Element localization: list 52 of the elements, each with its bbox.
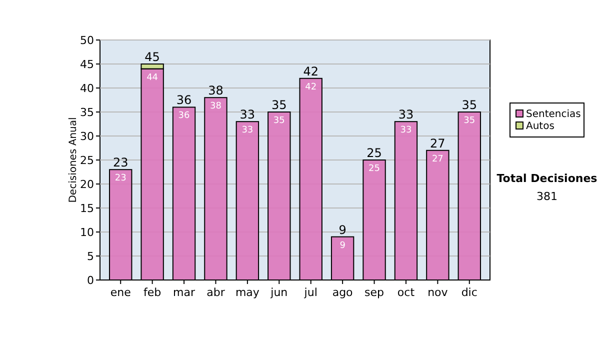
y-tick-label: 35 [80, 106, 94, 119]
data-label: 35 [273, 116, 285, 126]
y-tick-label: 0 [87, 274, 94, 287]
data-label: 35 [464, 116, 476, 126]
x-tick-label: sep [364, 286, 384, 299]
x-tick-label: jun [270, 286, 288, 299]
y-tick-label: 5 [87, 250, 94, 263]
legend-label: Sentencias [526, 109, 581, 120]
y-tick-label: 30 [80, 130, 94, 143]
text: Total Decisiones [496, 172, 598, 185]
y-axis-title: Decisiones Anual [68, 117, 79, 203]
x-tick-label: ago [332, 286, 354, 299]
data-label: 27 [432, 154, 444, 164]
data-label: 38 [210, 102, 222, 112]
x-tick-label: mar [173, 286, 196, 299]
x-tick-label: ene [110, 286, 132, 299]
x-tick-label: oct [397, 286, 416, 299]
total-label: 9 [338, 222, 346, 237]
y-tick-label: 45 [80, 58, 94, 71]
legend-label: Autos [526, 121, 554, 132]
data-label: 23 [114, 174, 126, 184]
data-label: 36 [178, 111, 190, 122]
x-tick-label: may [235, 286, 260, 299]
data-label: 25 [368, 164, 380, 174]
x-tick-label: jul [303, 286, 318, 299]
x-tick-label: abr [206, 286, 226, 299]
text: 381 [536, 190, 558, 203]
y-tick-label: 40 [80, 82, 94, 95]
data-label: 33 [242, 126, 254, 136]
x-tick-label: nov [428, 286, 448, 299]
y-tick-label: 15 [80, 202, 94, 215]
y-tick-label: 25 [80, 154, 94, 167]
total-label: 33 [398, 108, 414, 122]
data-label: 9 [340, 240, 346, 251]
total-label: 35 [272, 98, 287, 112]
total-label: 33 [240, 108, 256, 122]
data-label: 42 [305, 82, 317, 92]
total-label: 35 [462, 98, 478, 112]
y-tick-label: 50 [80, 34, 94, 47]
x-tick-label: dic [461, 286, 478, 299]
data-label: 33 [400, 126, 412, 136]
total-label: 23 [112, 156, 128, 170]
y-tick-label: 10 [80, 226, 94, 239]
total-label: 36 [176, 93, 192, 108]
total-label: 42 [303, 64, 318, 78]
y-tick-label: 20 [80, 178, 94, 191]
total-label: 25 [366, 146, 382, 160]
total-label: 27 [430, 136, 446, 150]
x-tick-label: feb [144, 286, 162, 299]
data-label: 44 [146, 72, 158, 83]
total-label: 38 [208, 84, 224, 98]
total-label: 45 [144, 50, 160, 64]
